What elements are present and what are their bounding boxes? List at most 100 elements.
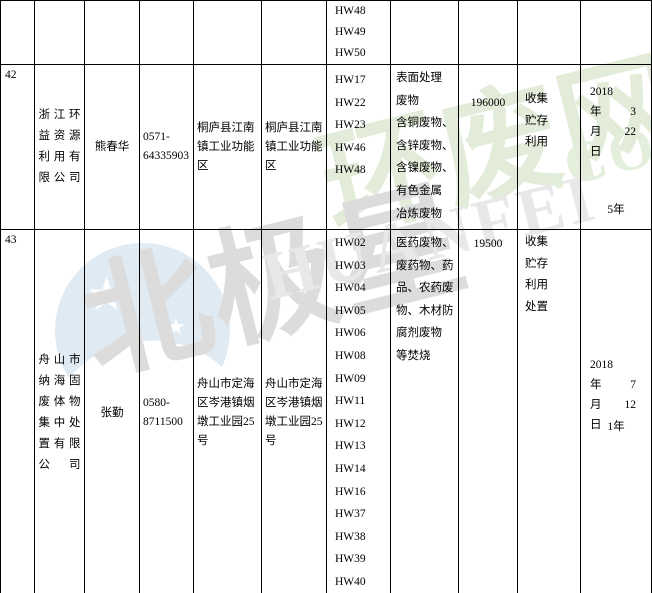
cell-issue-date: 2018 年 7 月 12 日 <box>582 355 644 435</box>
text-line: HW03 <box>335 259 366 272</box>
cell-address-partial <box>193 0 262 65</box>
text-line: 表面处理 <box>396 72 442 84</box>
text-line: 物、木材防 <box>396 304 454 317</box>
site-text: 桐庐县江南镇工业功能区 <box>265 121 323 172</box>
phone-number: 0580-8711500 <box>143 397 183 428</box>
site-text: 舟山市定海区岑港镇烟墩工业园25号 <box>265 378 323 447</box>
text-line: 有色金属 <box>396 184 442 197</box>
hw-code-list: HW17 HW22 HW23 HW46 HW48 <box>330 69 387 182</box>
table-row: 42 浙江环益资源利用有限公司 熊春华 0571-64335903 桐庐县江南镇工业功能… <box>0 64 652 230</box>
cell-company-partial <box>34 0 85 65</box>
cell-contact: 熊春华 <box>84 64 140 230</box>
text-line: 处置 <box>525 300 548 313</box>
text-line: 收集 <box>525 93 548 105</box>
activity-list: 收集 贮存 利用 <box>521 89 577 154</box>
text-line: 含铜废物、 <box>396 117 454 130</box>
cell-address: 桐庐县江南镇工业功能区 <box>193 64 262 230</box>
text-line: HW16 <box>335 485 366 498</box>
issue-date: 2018 年 3 月 22 日 <box>590 82 636 162</box>
text-line: 年 7 <box>590 379 636 391</box>
cell-index-partial <box>0 0 35 65</box>
cell-activities: 收集 贮存 利用 <box>517 64 581 230</box>
text-line: HW04 <box>335 282 366 295</box>
address-text: 舟山市定海区岑港镇烟墩工业园25号 <box>197 378 255 447</box>
text-line: HW09 <box>335 372 366 385</box>
cell-quantity-partial <box>458 0 518 65</box>
address-text: 桐庐县江南镇工业功能区 <box>197 121 255 172</box>
text-line: 腐剂废物 <box>396 327 442 340</box>
text-line: 日 <box>590 146 602 158</box>
text-line: HW06 <box>335 327 366 340</box>
cell-issue-date: 2018 年 3 月 22 日 <box>582 82 644 162</box>
cell-company: 浙江环益资源利用有限公司 <box>34 64 85 230</box>
text-line: HW17 <box>335 74 366 86</box>
text-line: HW40 <box>335 575 366 588</box>
cell-phone: 0580-8711500 <box>139 229 194 593</box>
cell-term: 5年 <box>580 64 652 230</box>
text-line: HW37 <box>335 508 366 521</box>
cell-index: 43 <box>0 229 35 593</box>
cell-address: 舟山市定海区岑港镇烟墩工业园25号 <box>193 229 262 593</box>
cell-contact-partial <box>84 0 140 65</box>
company-name: 浙江环益资源利用有限公司 <box>38 109 81 184</box>
text-line: 废物 <box>396 94 419 107</box>
cell-quantity: 196000 <box>458 64 518 230</box>
text-line: 日 <box>590 419 602 431</box>
cell-site-partial <box>261 0 327 65</box>
text-line: 等焚烧 <box>396 349 431 362</box>
text-line: 贮存 <box>525 114 548 127</box>
cell-quantity: 19500 <box>458 229 518 593</box>
text-line: HW23 <box>335 119 366 132</box>
cell-term: 1年 <box>580 229 652 593</box>
cell-waste-desc-partial <box>390 0 459 65</box>
table-row-partial-top: HW48 HW49 HW50 <box>0 0 652 65</box>
text-line: 月 22 <box>590 126 636 138</box>
phone-number: 0571-64335903 <box>143 131 189 162</box>
text-line: 2018 <box>590 86 613 98</box>
text-line: HW12 <box>335 417 366 430</box>
company-name: 舟山市纳海固废体物集中处置有限公司 <box>38 354 81 471</box>
text-line: 年 3 <box>590 106 636 118</box>
cell-waste-desc: 表面处理 废物 含铜废物、 含锌废物、 含镍废物、 有色金属 冶炼废物 <box>390 64 459 230</box>
text-line: HW13 <box>335 440 366 453</box>
text-line: HW49 <box>335 26 366 38</box>
text-line: 冶炼废物 <box>396 207 442 220</box>
text-line: HW48 <box>335 164 366 177</box>
table-row: 43 舟山市纳海固废体物集中处置有限公司 张勤 0580-8711500 舟山市定海区岑… <box>0 229 652 593</box>
text-line: HW50 <box>335 47 366 59</box>
waste-description: 医药废物、废药物、药品、农药废物、木材防腐剂废物等焚烧 <box>394 232 455 368</box>
text-line: 收集 <box>525 236 548 248</box>
hw-code-list-partial: HW48 HW49 HW50 <box>330 1 387 64</box>
text-line: 月 12 <box>590 399 636 411</box>
text-line: 贮存 <box>525 257 548 270</box>
text-line: 利用 <box>525 279 548 291</box>
cell-waste-desc: 医药废物、废药物、药品、农药废物、木材防腐剂废物等焚烧 <box>390 229 459 593</box>
hw-code-list: HW02 HW03 HW04 HW05 HW06 HW08 HW09 HW11 HW12 HW13… <box>330 232 387 593</box>
text-line: HW38 <box>335 530 366 543</box>
text-line: 利用 <box>525 136 548 148</box>
cell-hwcodes: HW02 HW03 HW04 HW05 HW06 HW08 HW09 HW11 HW12 HW13… <box>326 229 391 593</box>
text-line: 含锌废物、 <box>396 139 454 152</box>
cell-contact: 张勤 <box>84 229 140 593</box>
cell-site: 舟山市定海区岑港镇烟墩工业园25号 <box>261 229 327 593</box>
issue-date: 2018 年 7 月 12 日 <box>590 355 636 435</box>
cell-phone-partial <box>139 0 194 65</box>
cell-activities-partial <box>517 0 581 65</box>
text-line: HW39 <box>335 553 366 566</box>
cell-term-partial <box>580 0 652 65</box>
text-line: 医药废物、 <box>396 237 454 249</box>
text-line: HW05 <box>335 304 366 317</box>
text-line: HW48 <box>335 5 366 17</box>
cell-hwcodes-partial: HW48 HW49 HW50 <box>326 0 391 65</box>
text-line: 品、农药废 <box>396 282 454 295</box>
cell-index: 42 <box>0 64 35 230</box>
text-line: HW46 <box>335 141 366 154</box>
text-line: HW08 <box>335 349 366 362</box>
text-line: HW11 <box>335 395 366 408</box>
text-line: 废药物、药 <box>396 259 454 272</box>
waste-description: 表面处理 废物 含铜废物、 含锌废物、 含镍废物、 有色金属 冶炼废物 <box>394 67 455 225</box>
cell-site: 桐庐县江南镇工业功能区 <box>261 64 327 230</box>
text-line: 2018 <box>590 359 613 371</box>
